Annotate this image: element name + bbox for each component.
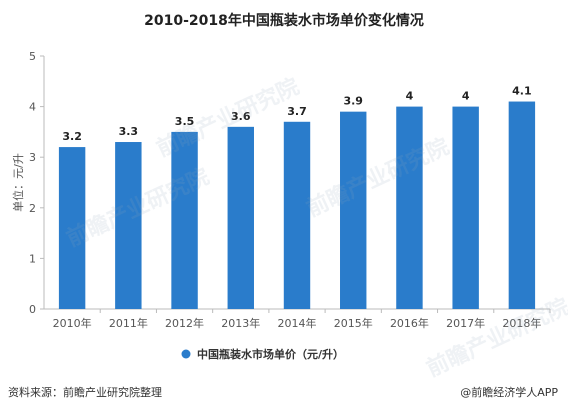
x-tick-label-0: 2010年: [53, 316, 92, 330]
chart-title: 2010-2018年中国瓶装水市场单价变化情况: [144, 13, 424, 29]
y-tick-label-5: 5: [29, 50, 36, 63]
bar-7: [452, 106, 479, 309]
footer-brand: @前瞻经济学人APP: [460, 386, 558, 399]
x-tick-label-4: 2014年: [278, 316, 317, 330]
bar-6: [396, 106, 423, 309]
x-tick-label-8: 2018年: [502, 316, 541, 330]
axes: 0 1 2 3 4 5 单位：元/升 2010年 2011年 2012年 2013年 2014年 201…: [11, 50, 551, 330]
bar-value-label-0: 3.2: [62, 130, 82, 143]
y-tick-label-0: 0: [29, 303, 36, 316]
x-tick-label-5: 2015年: [334, 316, 373, 330]
bar-8: [508, 101, 536, 309]
bar-value-label-3: 3.6: [231, 110, 251, 123]
y-axis-label: 单位：元/升: [11, 153, 25, 212]
bar-5: [340, 111, 367, 309]
bar-value-label-2: 3.5: [175, 115, 195, 128]
bar-3: [227, 126, 254, 309]
bar-value-label-6: 4: [406, 90, 414, 103]
bar-value-label-4: 3.7: [287, 105, 307, 118]
y-tick-label-3: 3: [29, 151, 36, 164]
x-tick-label-1: 2011年: [109, 316, 148, 330]
legend-marker: [181, 349, 191, 359]
y-tick-label-4: 4: [29, 101, 36, 114]
y-tick-label-2: 2: [29, 202, 36, 215]
bar-1: [115, 142, 142, 309]
footer-source: 资料来源：前瞻产业研究院整理: [8, 386, 162, 399]
legend-label: 中国瓶装水市场单价（元/升）: [197, 347, 344, 361]
y-tick-label-1: 1: [29, 252, 36, 265]
bar-value-label-7: 4: [462, 90, 470, 103]
x-tick-label-6: 2016年: [390, 316, 429, 330]
x-tick-label-2: 2012年: [165, 316, 204, 330]
bar-value-label-8: 4.1: [512, 85, 532, 98]
bar-value-label-5: 3.9: [343, 95, 363, 108]
bar-4: [283, 121, 311, 309]
bars: 3.2 3.3 3.5 3.6 3.7 3.9 4 4 4.1: [58, 85, 536, 309]
x-tick-label-7: 2017年: [446, 316, 485, 330]
bar-value-label-1: 3.3: [119, 125, 139, 138]
bar-2: [171, 131, 198, 309]
legend: 中国瓶装水市场单价（元/升）: [181, 347, 344, 361]
bar-0: [58, 147, 86, 309]
x-tick-label-3: 2013年: [221, 316, 260, 330]
